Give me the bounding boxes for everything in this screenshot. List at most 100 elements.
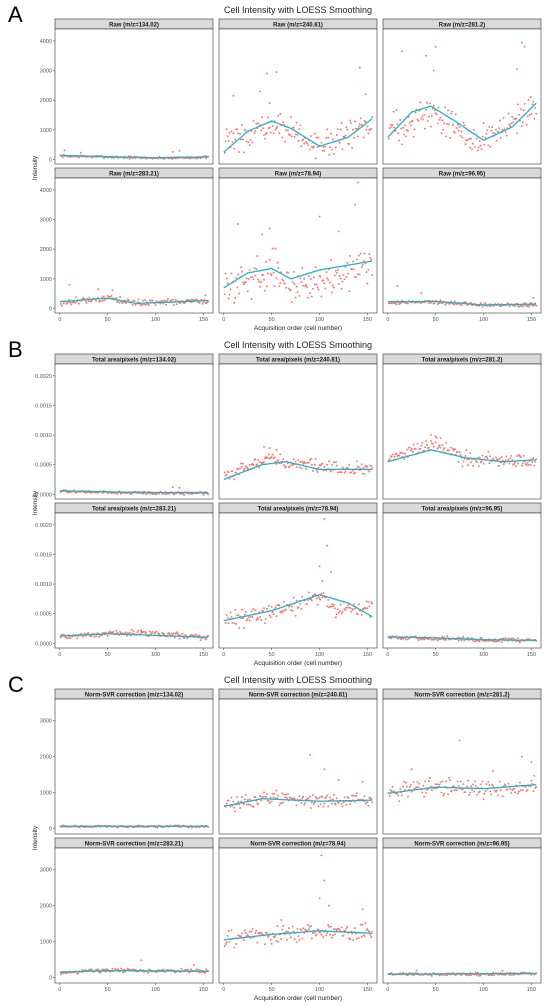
data-point: [241, 270, 243, 273]
data-point: [530, 779, 533, 782]
data-point: [363, 473, 366, 476]
data-point: [316, 797, 319, 800]
data-point: [252, 805, 255, 808]
data-point: [269, 796, 272, 799]
data-point: [405, 638, 407, 641]
data-point: [363, 935, 366, 937]
facet-label: Total area/pixels (m/z=96.95): [422, 506, 503, 512]
data-point: [320, 854, 323, 857]
data-point: [268, 258, 271, 261]
data-point: [293, 797, 296, 800]
data-point: [286, 797, 288, 800]
data-point: [268, 447, 271, 450]
data-point: [314, 266, 317, 269]
data-point: [232, 800, 235, 803]
data-point: [338, 141, 341, 144]
data-point: [241, 462, 244, 465]
data-point: [429, 125, 432, 128]
data-point: [323, 517, 326, 520]
data-point: [98, 636, 101, 638]
data-point: [340, 612, 343, 615]
data-point: [69, 301, 72, 304]
data-point: [449, 302, 451, 305]
data-point: [292, 458, 295, 461]
data-point: [422, 784, 425, 787]
data-point: [267, 605, 270, 607]
data-point: [428, 115, 430, 118]
data-point: [312, 803, 315, 805]
data-point: [254, 796, 257, 799]
data-point: [332, 152, 335, 155]
data-point: [354, 927, 356, 930]
data-point: [274, 460, 277, 463]
data-point: [299, 602, 302, 605]
data-point: [433, 302, 436, 304]
data-point: [275, 448, 278, 451]
data-point: [367, 600, 370, 603]
data-point: [434, 435, 437, 438]
data-point: [148, 630, 151, 633]
data-point: [354, 120, 356, 123]
data-point: [275, 127, 278, 129]
data-point: [281, 136, 284, 139]
data-point: [339, 128, 342, 131]
data-point: [273, 456, 276, 459]
data-point: [532, 100, 535, 103]
x-tick-label: 100: [151, 987, 160, 993]
data-point: [79, 151, 82, 154]
data-point: [517, 637, 519, 640]
x-tick-label: 150: [363, 652, 372, 658]
x-tick-label: 150: [199, 317, 208, 323]
data-point: [523, 102, 526, 105]
y-tick-label: 0.0015: [35, 552, 52, 558]
data-point: [476, 149, 479, 152]
y-tick-label: 0.0000: [35, 641, 52, 647]
data-point: [147, 968, 150, 971]
data-point: [287, 271, 289, 274]
data-point: [389, 123, 392, 126]
data-point: [452, 785, 455, 788]
panel-border: [382, 512, 542, 649]
data-point: [473, 146, 476, 148]
x-tick-label: 100: [479, 317, 488, 323]
data-point: [254, 931, 257, 934]
data-point: [59, 303, 62, 305]
data-point: [406, 795, 409, 798]
data-point: [297, 606, 300, 608]
data-point: [128, 157, 131, 160]
data-point: [252, 119, 255, 122]
data-point: [311, 287, 314, 290]
data-point: [457, 129, 460, 132]
data-point: [369, 933, 372, 936]
data-point: [205, 638, 208, 641]
data-point: [400, 127, 403, 130]
data-point: [279, 113, 282, 115]
data-point: [296, 290, 299, 293]
data-point: [142, 492, 145, 495]
data-point: [357, 603, 360, 606]
data-point: [433, 109, 436, 112]
data-point: [404, 124, 406, 127]
data-point: [460, 974, 463, 976]
data-point: [349, 803, 352, 806]
data-point: [304, 802, 307, 804]
data-point: [266, 456, 269, 459]
data-point: [459, 454, 462, 457]
data-point: [514, 791, 517, 794]
data-point: [514, 304, 517, 307]
data-point: [322, 936, 325, 939]
data-point: [432, 445, 435, 448]
plot-area: [383, 848, 541, 983]
data-point: [256, 463, 259, 466]
data-point: [201, 302, 204, 305]
data-point: [256, 255, 259, 257]
data-point: [320, 295, 323, 298]
data-point: [343, 471, 346, 474]
data-point: [250, 930, 253, 933]
y-tick-label: 2000: [40, 247, 52, 253]
panel-border: [54, 28, 214, 165]
data-point: [312, 276, 315, 279]
data-point: [289, 609, 292, 612]
data-point: [298, 466, 301, 469]
data-point: [292, 271, 295, 273]
